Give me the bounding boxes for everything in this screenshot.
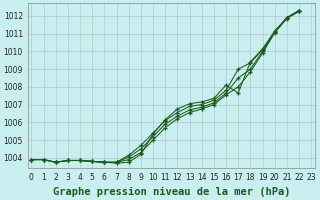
X-axis label: Graphe pression niveau de la mer (hPa): Graphe pression niveau de la mer (hPa) [52,186,290,197]
